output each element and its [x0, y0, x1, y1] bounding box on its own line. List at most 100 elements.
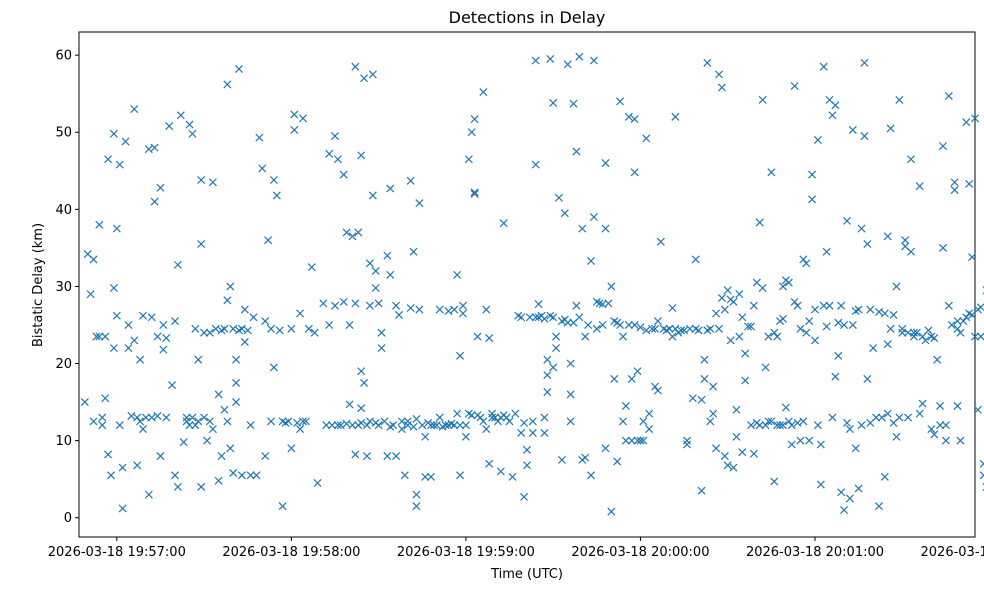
- data-point: [799, 417, 808, 426]
- data-point: [578, 224, 587, 233]
- data-point: [944, 301, 953, 310]
- data-point: [723, 286, 732, 295]
- data-point: [709, 409, 718, 418]
- data-point: [677, 326, 686, 335]
- data-point: [287, 444, 296, 453]
- data-point: [874, 307, 884, 316]
- data-point: [176, 111, 185, 120]
- data-point: [784, 278, 793, 287]
- y-tick-label: 50: [55, 126, 72, 141]
- data-point: [581, 453, 590, 462]
- data-point: [642, 326, 651, 335]
- data-point: [226, 444, 235, 453]
- data-point: [618, 417, 628, 426]
- data-point: [333, 421, 342, 430]
- data-point: [109, 283, 118, 292]
- data-point: [357, 367, 366, 376]
- data-point: [115, 421, 124, 430]
- data-point: [959, 317, 968, 326]
- data-point: [630, 168, 639, 177]
- data-point: [517, 428, 526, 437]
- data-point: [540, 413, 549, 422]
- data-point: [970, 332, 980, 341]
- data-point: [522, 445, 532, 454]
- data-point: [173, 260, 182, 269]
- data-point: [328, 421, 337, 430]
- data-point: [895, 413, 904, 422]
- data-point: [104, 450, 113, 459]
- data-point: [386, 270, 395, 279]
- data-point: [822, 247, 831, 256]
- data-point: [211, 324, 220, 333]
- data-point: [741, 349, 750, 358]
- data-point: [490, 413, 500, 422]
- data-point: [770, 328, 779, 337]
- data-point: [406, 176, 415, 185]
- data-point: [357, 404, 366, 413]
- data-point: [319, 299, 328, 308]
- data-point: [269, 176, 278, 185]
- data-point: [793, 301, 802, 310]
- data-point: [520, 492, 529, 501]
- data-point: [488, 413, 497, 422]
- data-point: [104, 155, 113, 164]
- data-point: [342, 419, 351, 428]
- data-point: [101, 332, 110, 341]
- data-point: [409, 422, 418, 431]
- data-point: [744, 322, 753, 331]
- data-point: [941, 436, 950, 445]
- data-point: [499, 219, 508, 228]
- data-point: [837, 301, 846, 310]
- data-point: [330, 132, 340, 141]
- data-point: [124, 344, 133, 353]
- data-point: [639, 436, 648, 445]
- data-point: [214, 476, 223, 485]
- data-point: [296, 309, 305, 318]
- data-point: [720, 452, 729, 461]
- data-point: [528, 428, 537, 437]
- data-point: [392, 301, 401, 310]
- data-point: [930, 334, 939, 343]
- data-point: [118, 504, 127, 513]
- data-point: [746, 322, 756, 331]
- data-point: [325, 320, 334, 330]
- data-point: [732, 405, 741, 414]
- data-point: [354, 228, 363, 237]
- data-point: [825, 301, 834, 310]
- data-point: [264, 236, 273, 245]
- data-point: [313, 479, 322, 488]
- data-point: [371, 266, 380, 276]
- data-point: [921, 336, 930, 345]
- data-point: [232, 355, 241, 364]
- data-point: [467, 411, 476, 420]
- data-point: [336, 421, 345, 430]
- x-tick-label: 2026-03-18 19:57:00: [48, 545, 186, 560]
- data-point: [874, 502, 884, 511]
- data-point: [741, 376, 750, 385]
- plot-frame: [78, 31, 976, 538]
- data-point: [147, 413, 156, 422]
- data-point: [170, 471, 180, 480]
- data-point: [589, 56, 598, 65]
- data-point: [860, 132, 869, 141]
- data-point: [965, 179, 974, 188]
- data-point: [938, 142, 948, 151]
- data-point: [819, 301, 828, 310]
- data-point: [953, 324, 962, 333]
- data-point: [444, 307, 453, 316]
- data-point: [828, 111, 837, 120]
- data-point: [136, 355, 145, 364]
- data-point: [197, 176, 206, 185]
- data-point: [767, 168, 776, 177]
- data-point: [109, 344, 118, 353]
- data-point: [298, 114, 308, 123]
- data-point: [956, 328, 965, 337]
- data-point: [738, 313, 747, 322]
- data-point: [232, 378, 241, 387]
- data-point: [586, 471, 596, 480]
- data-point: [758, 95, 767, 104]
- data-point: [595, 299, 604, 308]
- data-point: [351, 299, 360, 308]
- data-point: [520, 418, 529, 427]
- data-point: [482, 305, 491, 314]
